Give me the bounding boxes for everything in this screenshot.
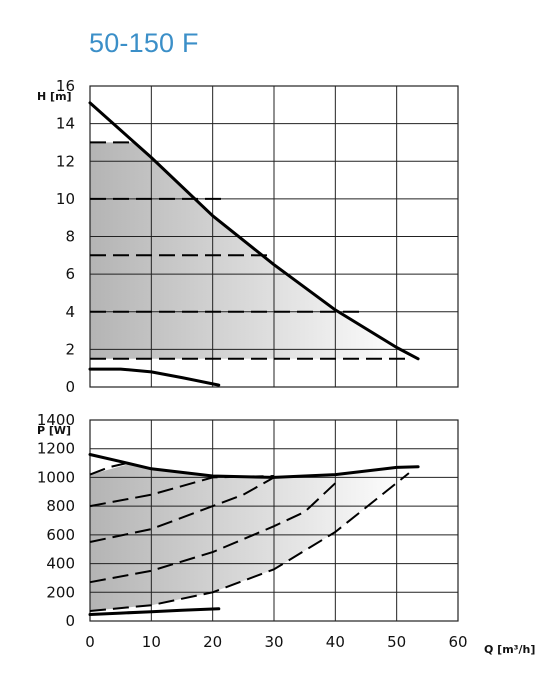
power-ytick-label: 600 xyxy=(46,526,75,544)
power-xtick-label: 40 xyxy=(326,633,345,651)
power-series-dashed-5 xyxy=(89,472,410,612)
power-xtick-label: 20 xyxy=(203,633,222,651)
head-ytick-label: 16 xyxy=(56,77,75,95)
power-xtick-label: 30 xyxy=(264,633,283,651)
head-series-max-0 xyxy=(88,101,420,361)
power-xlabel: Q [m³/h] xyxy=(484,643,535,656)
head-ylabel: H [m] xyxy=(37,90,72,103)
power-xtick-label: 60 xyxy=(448,633,467,651)
chart-title: 50-150 F xyxy=(89,28,199,58)
power-xtick-label: 0 xyxy=(85,633,95,651)
power-ytick-label: 1000 xyxy=(37,468,75,486)
power-series-dashed-2 xyxy=(89,475,275,508)
power-series-dashed-3 xyxy=(89,476,275,543)
power-ytick-label: 200 xyxy=(46,583,75,601)
power-series-dashed-4 xyxy=(89,482,336,584)
head-ytick-label: 6 xyxy=(65,265,75,283)
power-ytick-label: 400 xyxy=(46,555,75,573)
power-series-min-6 xyxy=(88,607,221,616)
head-ytick-label: 4 xyxy=(65,303,75,321)
head-ytick-label: 2 xyxy=(65,340,75,358)
head-ytick-label: 14 xyxy=(56,115,75,133)
power-ytick-label: 1400 xyxy=(37,411,75,429)
head-ytick-label: 8 xyxy=(65,228,75,246)
power-ylabel: P [W] xyxy=(37,424,71,437)
head-ytick-label: 10 xyxy=(56,190,75,208)
head-shaded-area xyxy=(90,142,409,359)
power-ytick-label: 0 xyxy=(65,612,75,630)
power-xtick-label: 10 xyxy=(142,633,161,651)
head-ytick-label: 12 xyxy=(56,152,75,170)
head-ytick-label: 0 xyxy=(65,378,75,396)
power-xtick-label: 50 xyxy=(387,633,406,651)
power-ytick-label: 800 xyxy=(46,497,75,515)
head-series-min-6 xyxy=(88,367,221,387)
power-plot-frame xyxy=(89,419,459,622)
power-series-dashed-1 xyxy=(89,460,134,476)
power-ytick-label: 1200 xyxy=(37,440,75,458)
head-plot-frame xyxy=(89,85,459,388)
